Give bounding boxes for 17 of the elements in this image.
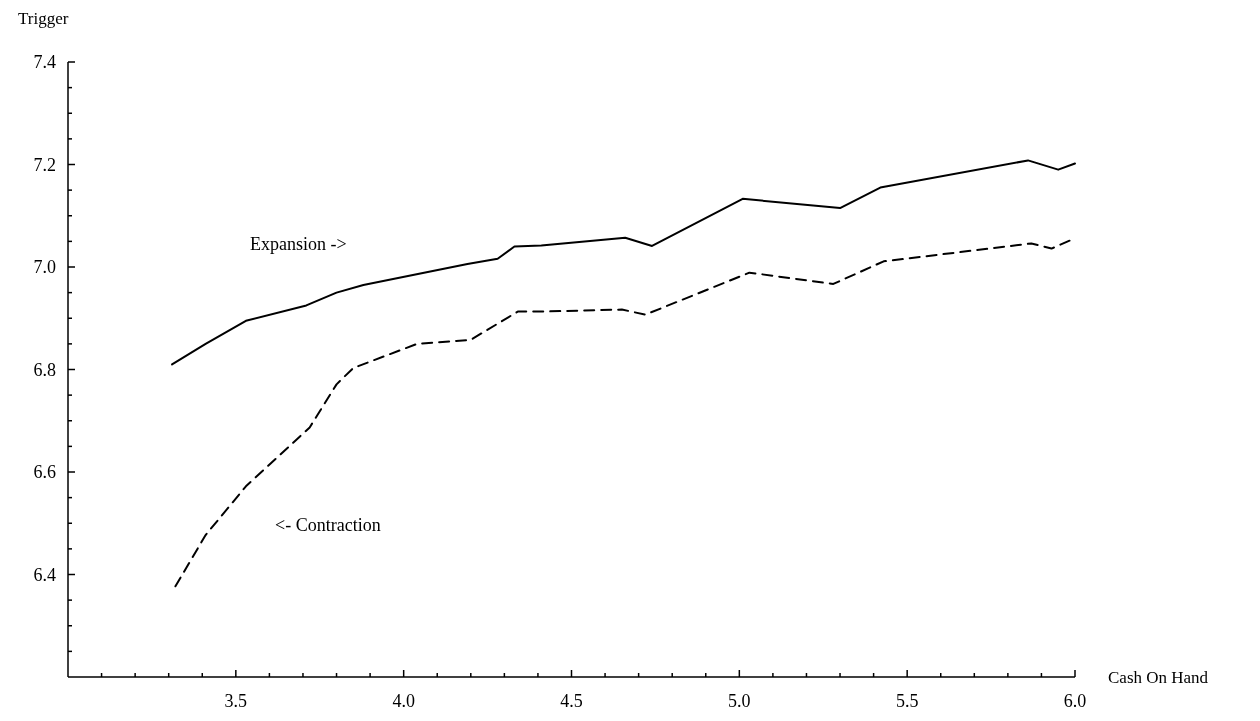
y-tick-label: 7.2 — [33, 154, 56, 175]
line-series — [171, 159, 1076, 366]
y-tick-label: 7.4 — [33, 52, 56, 73]
x-axis-title: Cash On Hand — [1108, 668, 1209, 687]
x-tick-label: 4.0 — [392, 691, 415, 711]
x-tick-label: 6.0 — [1063, 691, 1087, 711]
y-tick-label: 7.0 — [33, 257, 56, 278]
y-tick-label: 6.8 — [33, 359, 56, 380]
x-tick-label: 5.0 — [728, 691, 751, 711]
y-tick-label: 6.4 — [33, 564, 56, 585]
x-tick-label: 4.5 — [560, 691, 583, 711]
text: <- Contraction — [275, 515, 381, 536]
x-tick-label: 5.5 — [895, 691, 919, 711]
y-tick-label: 6.6 — [33, 462, 56, 483]
y-axis-title: Trigger — [18, 9, 69, 28]
series-label: Expansion -> — [250, 234, 347, 255]
x-tick-label: 3.5 — [224, 691, 248, 711]
